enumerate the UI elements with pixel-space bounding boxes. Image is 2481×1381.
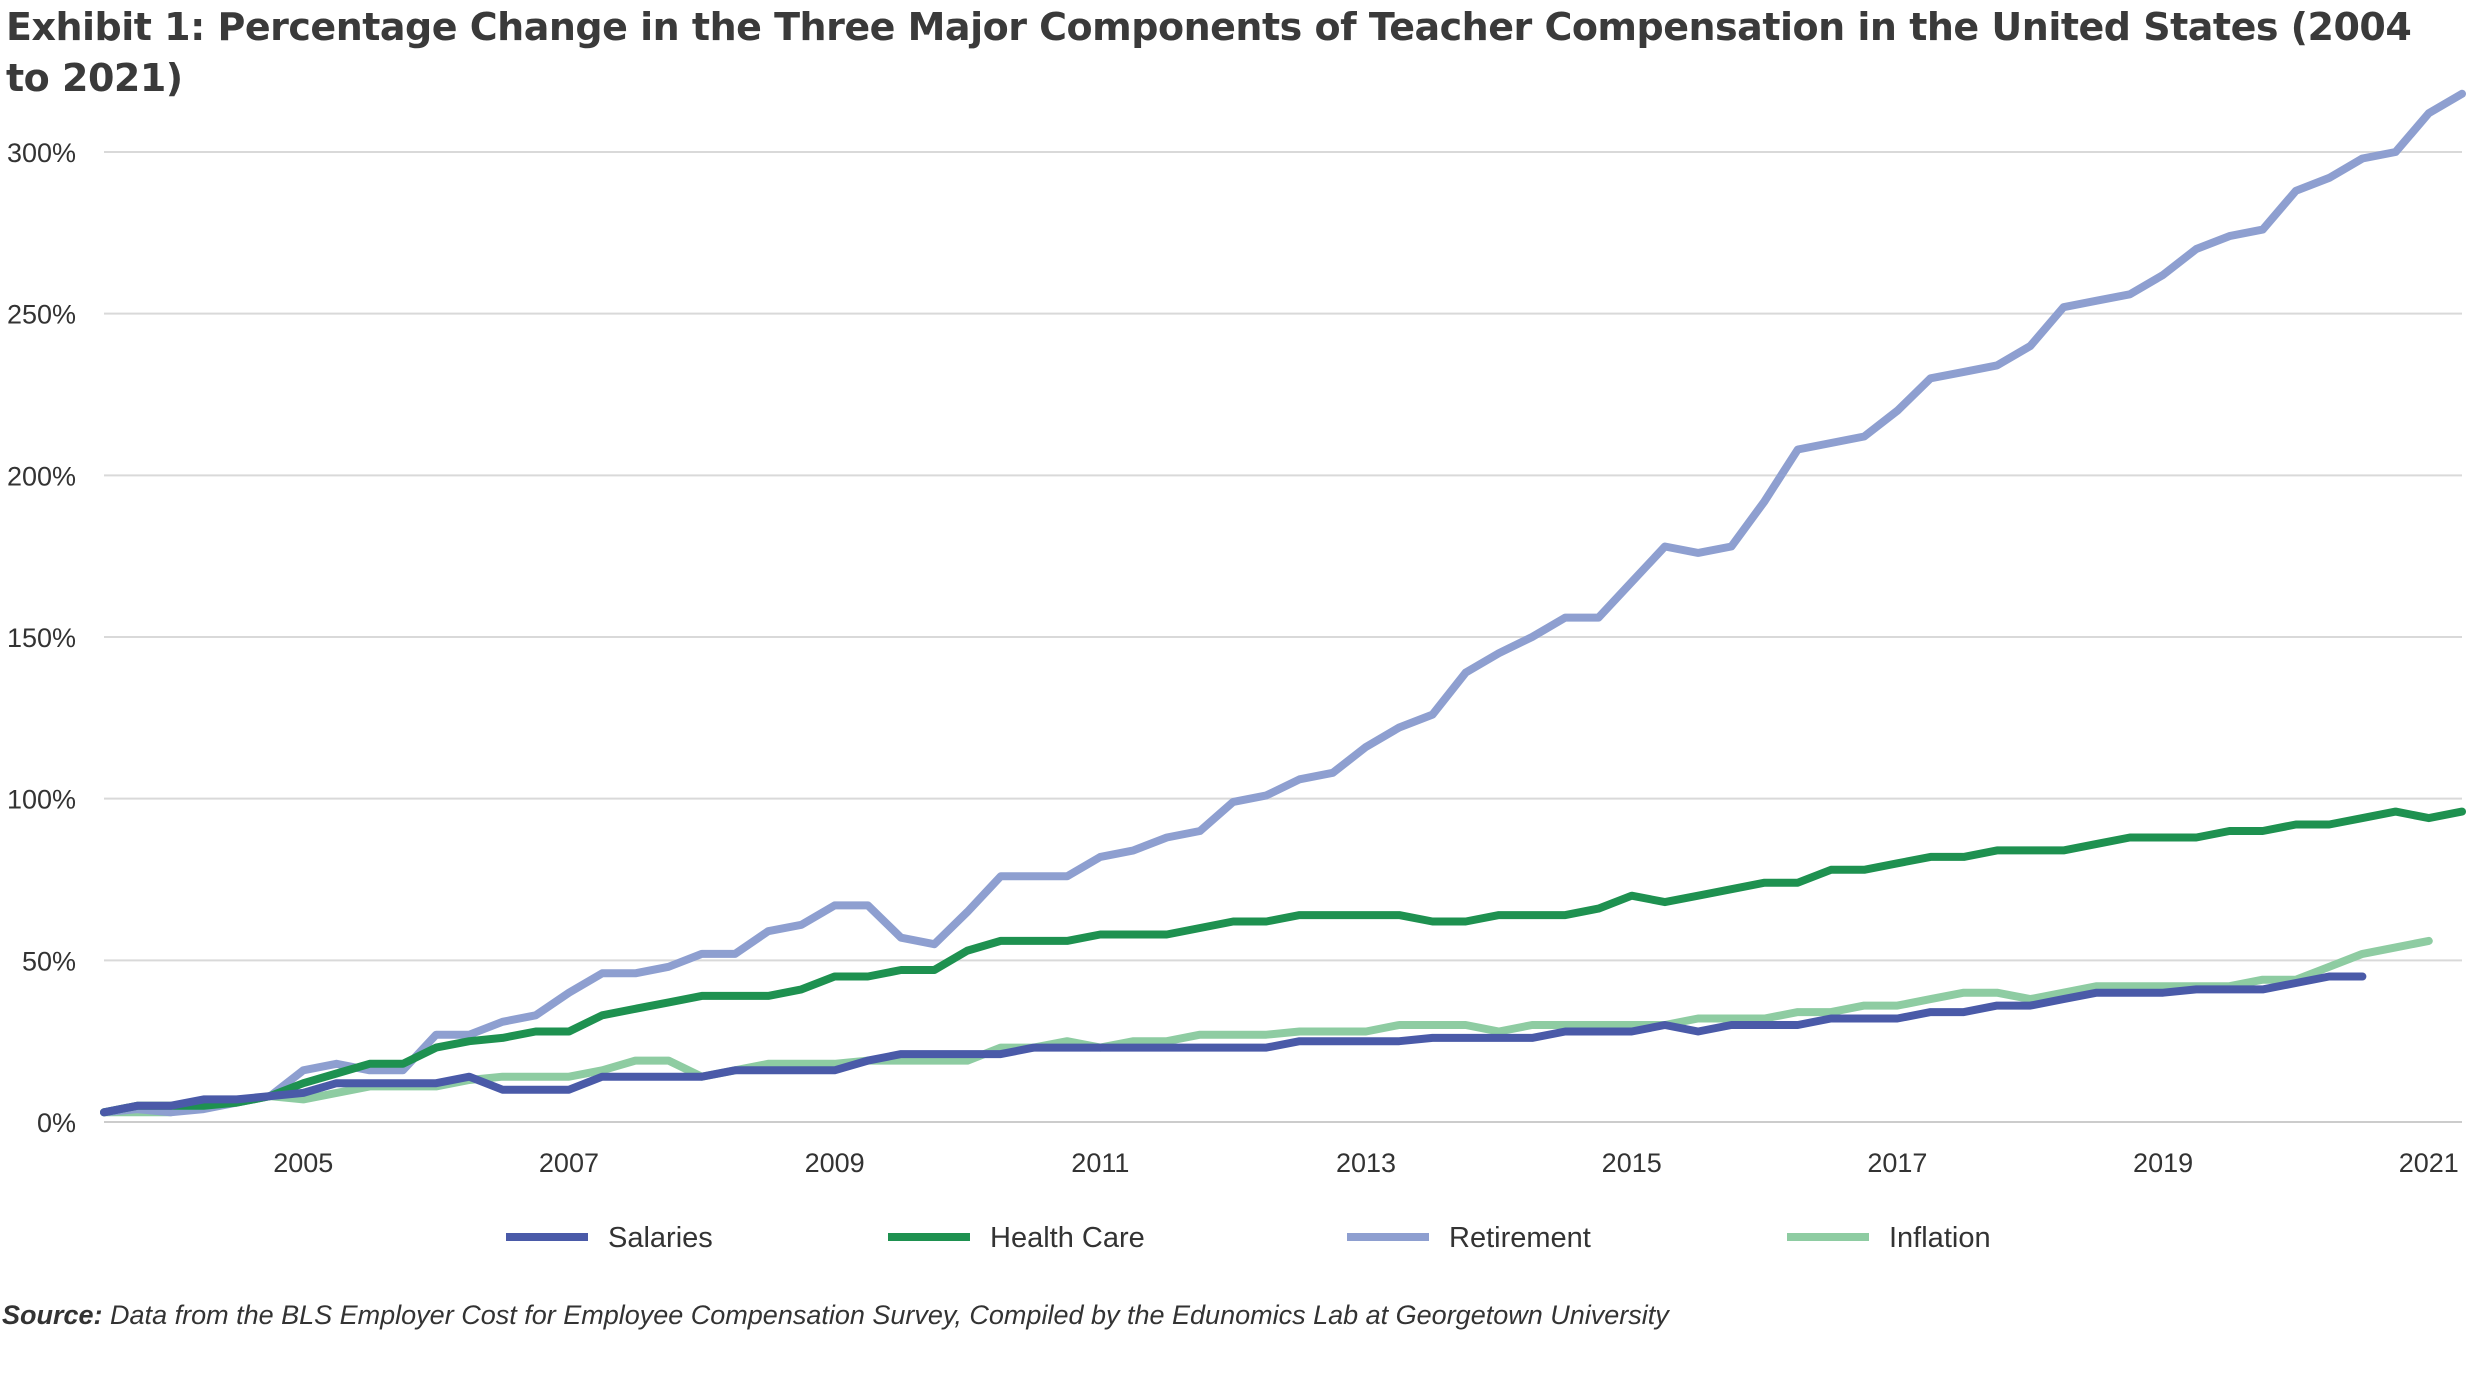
source-text: Data from the BLS Employer Cost for Empl… [110,1300,1669,1330]
gridlines [104,151,2462,1123]
legend: Salaries Health Care Retirement Inflation [506,1222,1991,1254]
y-tick-label: 250% [7,300,76,330]
x-tick-label: 2013 [1336,1148,1396,1178]
x-tick-label: 2005 [273,1148,333,1178]
x-tick-label: 2021 [2399,1148,2459,1178]
legend-label: Inflation [1889,1222,1991,1254]
series-lines [100,89,2466,1117]
x-tick-label: 2011 [1071,1148,1129,1178]
series-line-health-care [100,807,2466,1117]
legend-label: Retirement [1449,1222,1591,1254]
x-tick-label: 2009 [805,1148,865,1178]
y-tick-label: 0% [37,1108,76,1138]
series-line-salaries [100,972,2367,1117]
source-label: Source: [2,1300,103,1330]
source-note: Source: Data from the BLS Employer Cost … [2,1300,1669,1331]
x-tick-label: 2017 [1867,1148,1927,1178]
y-tick-label: 300% [7,138,76,168]
series-line-inflation [100,936,2433,1117]
y-tick-label: 200% [7,461,76,491]
y-tick-label: 150% [7,623,76,653]
x-axis-ticks: 2005 2007 2009 2011 2013 2015 2017 2019 2021 [273,1148,2459,1178]
x-tick-label: 2015 [1602,1148,1662,1178]
x-tick-label: 2019 [2133,1148,2193,1178]
x-tick-label: 2007 [539,1148,599,1178]
y-tick-label: 100% [7,785,76,815]
y-tick-label: 50% [22,946,76,976]
legend-label: Salaries [608,1222,713,1254]
chart-title: Exhibit 1: Percentage Change in the Thre… [6,5,2412,100]
series-line-retirement [100,89,2466,1117]
legend-label: Health Care [990,1222,1145,1254]
y-axis-ticks: 300% 250% 200% 150% 100% 50% 0% [7,138,76,1138]
